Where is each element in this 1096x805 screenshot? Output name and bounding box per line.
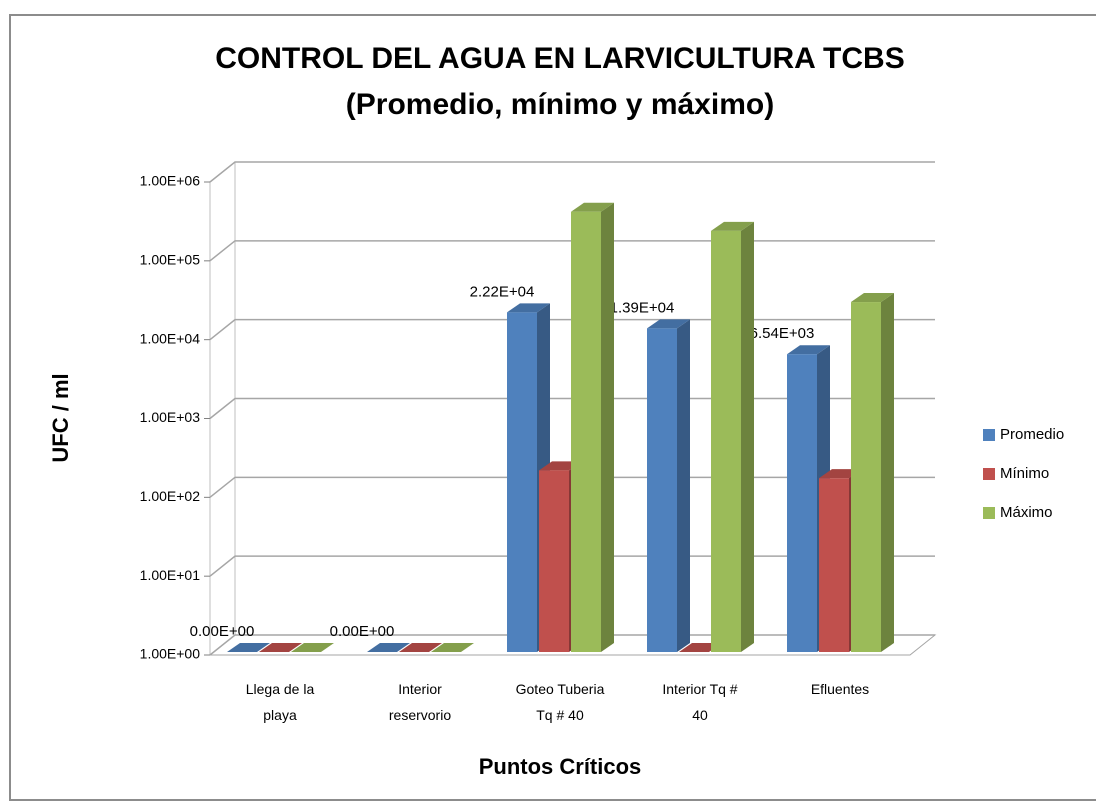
bar-top (259, 643, 302, 652)
x-tick-label: Goteo Tuberia Tq # 40 (516, 681, 605, 723)
value-label: 1.39E+04 (610, 299, 675, 316)
bar-top (367, 643, 410, 652)
bar-top (431, 643, 474, 652)
y-tick-label: 1.00E+06 (140, 173, 201, 189)
legend-swatch (983, 468, 995, 480)
chart-subtitle: (Promedio, mínimo y máximo) (346, 88, 774, 121)
bar-top (851, 293, 894, 303)
grid-line (209, 555, 935, 577)
bar-top (647, 319, 690, 329)
grid-line (209, 240, 935, 262)
bar-top (227, 643, 270, 652)
bar-top (787, 345, 830, 355)
bar-side (741, 221, 754, 652)
grid-line (209, 397, 935, 420)
chart-border (9, 14, 1096, 801)
y-tick-label: 1.00E+00 (140, 646, 201, 662)
y-axis-label: UFC / ml (48, 373, 73, 462)
x-tick-label: Interior Tq #40 (662, 681, 737, 723)
bar-side (601, 202, 614, 653)
y-tick-label: 1.00E+05 (140, 252, 201, 268)
value-label: 2.22E+04 (470, 283, 535, 300)
bar (787, 354, 817, 652)
bar-top (291, 643, 334, 652)
grid-line (209, 634, 935, 656)
value-label: 6.54E+03 (750, 325, 815, 342)
y-tick-label: 1.00E+03 (140, 409, 201, 425)
grid-line (209, 476, 935, 498)
chart-title: CONTROL DEL AGUA EN LARVICULTURA TCBS (215, 42, 904, 75)
legend-swatch (983, 507, 995, 519)
bar-side (881, 293, 894, 652)
legend-label: Máximo (1000, 504, 1053, 521)
value-label: 0.00E+00 (330, 623, 395, 640)
y-tick-label: 1.00E+01 (140, 567, 201, 583)
bar-top (399, 643, 442, 652)
legend-label: Mínimo (1000, 465, 1049, 482)
bar-top (711, 221, 754, 231)
bar-top (571, 202, 614, 212)
x-tick-label: Llega de la playa (246, 681, 315, 723)
bar (507, 312, 537, 652)
bar (539, 470, 569, 652)
value-label: 0.00E+00 (190, 623, 255, 640)
grid-line (209, 318, 935, 341)
bar (571, 211, 601, 653)
bar (647, 328, 677, 652)
legend-label: Promedio (1000, 426, 1064, 443)
x-tick-label: Interior reservorio (389, 681, 451, 723)
bar (851, 302, 881, 652)
x-tick-label: Efluentes (811, 681, 869, 697)
bar-side (677, 319, 690, 652)
grid-line (209, 161, 935, 183)
y-tick-label: 1.00E+02 (140, 488, 201, 504)
bar (711, 230, 741, 652)
legend-swatch (983, 429, 995, 441)
x-axis-label: Puntos Críticos (479, 754, 642, 779)
y-tick-label: 1.00E+04 (140, 330, 201, 346)
bar-top (507, 303, 550, 313)
bar (819, 478, 849, 652)
